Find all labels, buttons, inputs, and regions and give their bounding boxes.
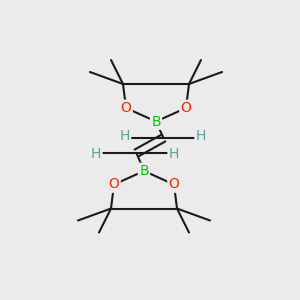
Text: O: O	[181, 101, 191, 115]
Text: B: B	[139, 164, 149, 178]
Text: O: O	[121, 101, 131, 115]
Text: H: H	[196, 130, 206, 143]
Text: B: B	[151, 115, 161, 128]
Text: O: O	[169, 178, 179, 191]
Text: O: O	[109, 178, 119, 191]
Text: H: H	[169, 148, 179, 161]
Text: H: H	[91, 148, 101, 161]
Text: H: H	[119, 130, 130, 143]
